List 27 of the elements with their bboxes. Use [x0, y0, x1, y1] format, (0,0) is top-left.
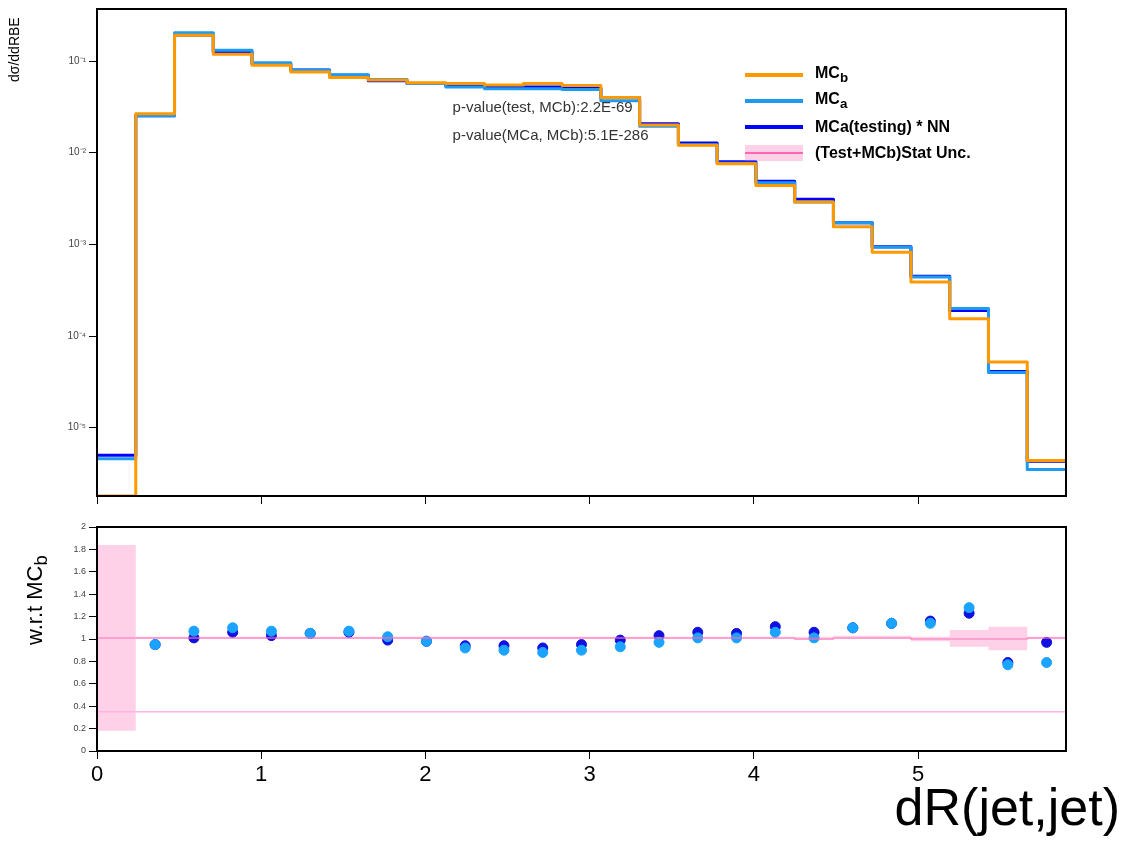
annotation: p-value(MCa, MCb):5.1E-286 [452, 126, 649, 143]
y-tick-label: 0 [80, 745, 86, 756]
y-tick-label: 0.8 [73, 655, 86, 666]
legend-label: MC$_{a}$ [815, 90, 848, 112]
y-tick-label: 0.2 [73, 723, 86, 734]
y-tick-label: 10⁻² [68, 146, 87, 158]
y-tick-label: 1.2 [73, 611, 86, 622]
y-tick-label: 10⁻³ [68, 238, 87, 250]
y-tick-label: 10⁻⁴ [67, 329, 86, 341]
x-tick-label: 3 [583, 761, 596, 787]
legend-label: MC$_{b}$ [815, 64, 849, 86]
y-tick-label: 1.4 [73, 588, 86, 599]
y-tick-label: 2 [80, 521, 86, 532]
y-tick-label: 0.4 [73, 700, 86, 711]
legend-label: MCa(testing) * NN [815, 118, 951, 136]
y-tick-label: 0.6 [73, 678, 86, 689]
y-tick-label: 10⁻¹ [68, 54, 87, 66]
y-tick-label: 1.6 [73, 566, 86, 577]
x-tick-label: 2 [419, 761, 432, 787]
legend-label: (Test+MCb)Stat Unc. [815, 144, 971, 162]
y-tick-label: 10⁻⁵ [67, 421, 86, 433]
y-tick-label: 1 [80, 633, 86, 644]
y-tick-label: 1.8 [73, 543, 86, 554]
x-tick-label: 4 [747, 761, 761, 787]
x-tick-label: 1 [255, 761, 268, 787]
y-axis-title: dσ/ddRBE [6, 17, 22, 82]
annotation: p-value(test, MCb):2.2E-69 [452, 98, 633, 115]
